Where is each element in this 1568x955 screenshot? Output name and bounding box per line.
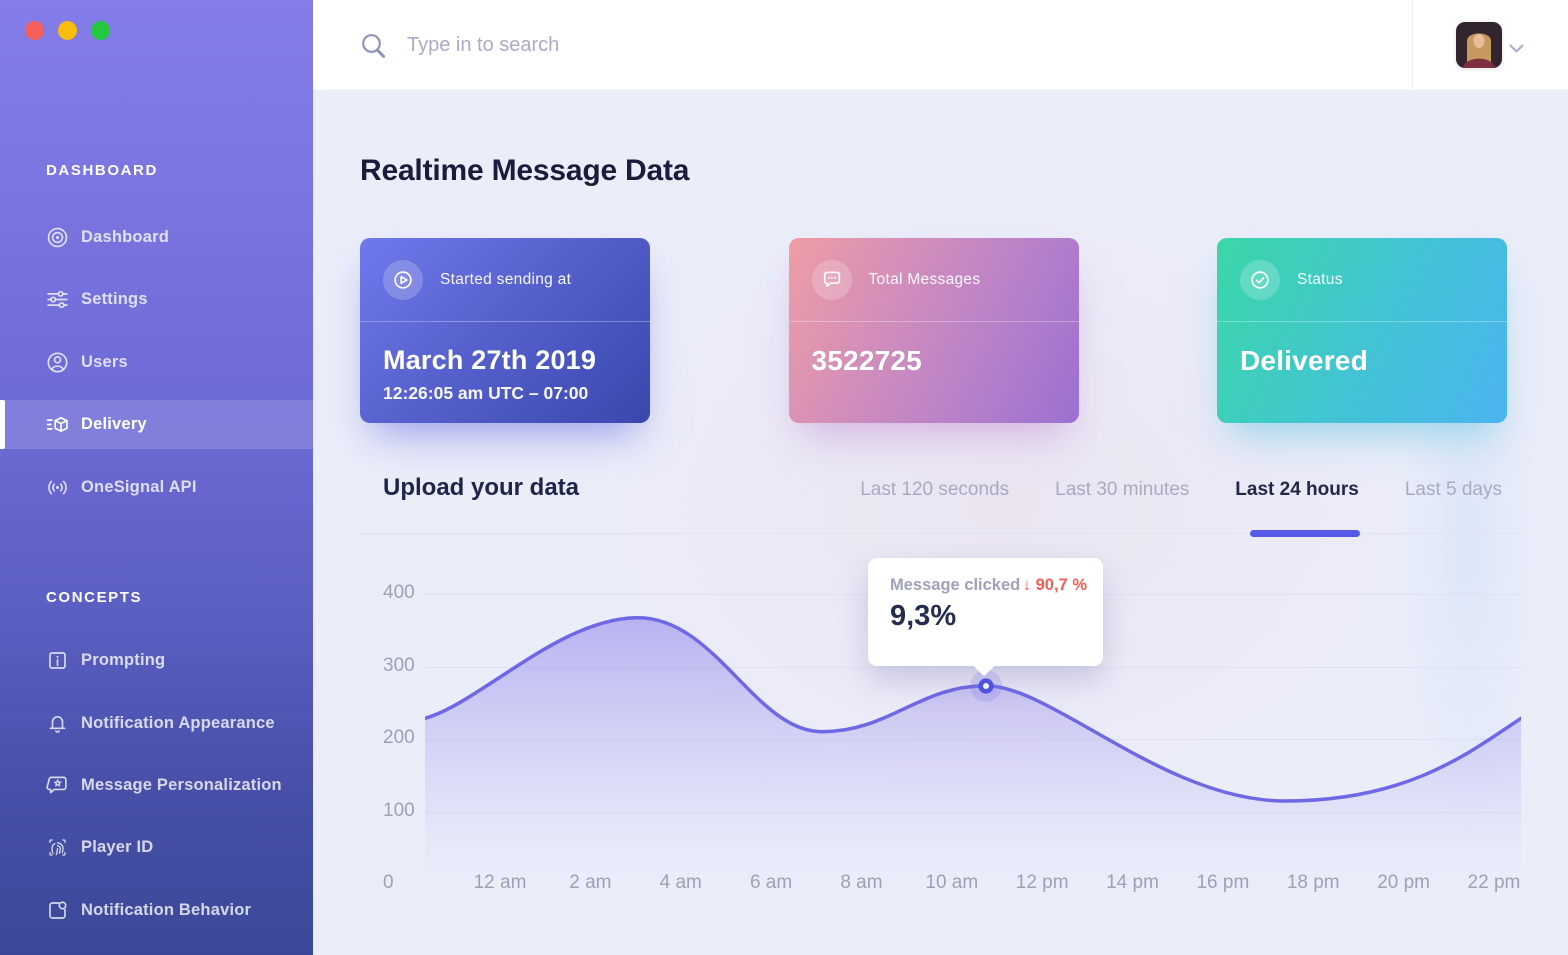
sidebar-item-dashboard[interactable]: Dashboard: [0, 212, 313, 262]
search-icon: [358, 30, 390, 67]
data-point-marker[interactable]: [970, 670, 1002, 702]
section-title: Upload your data: [383, 474, 580, 501]
minimize-window-button[interactable]: [58, 21, 77, 40]
close-window-button[interactable]: [25, 21, 44, 40]
time-range-tabs: Last 120 seconds Last 30 minutes Last 24…: [860, 479, 1502, 501]
tab-last-30-minutes[interactable]: Last 30 minutes: [1055, 479, 1190, 500]
settings-sliders-icon: [44, 286, 70, 312]
sidebar-item-notification-behavior[interactable]: Notification Behavior: [0, 885, 313, 935]
card-label: Started sending at: [440, 270, 572, 288]
card-value: 3522725: [811, 345, 922, 376]
package-list-icon: [44, 412, 70, 438]
page-title: Realtime Message Data: [360, 154, 690, 187]
info-square-icon: [44, 647, 70, 673]
sidebar-section-concepts: CONCEPTS: [46, 589, 143, 606]
x-tick: 4 am: [659, 872, 702, 893]
sidebar-item-delivery[interactable]: Delivery: [0, 400, 313, 449]
y-tick-300: 300: [383, 655, 415, 676]
card-label: Total Messages: [868, 270, 981, 288]
sidebar-item-onesignal-api[interactable]: OneSignal API: [0, 462, 313, 512]
x-tick: 20 pm: [1377, 872, 1430, 893]
maximize-window-button[interactable]: [91, 21, 110, 40]
stat-cards: Started sending at March 27th 2019 12:26…: [360, 238, 1507, 423]
x-tick: 12 am: [473, 872, 527, 893]
sidebar-item-settings[interactable]: Settings: [0, 274, 313, 324]
x-tick: 8 am: [840, 872, 883, 893]
main-content: Realtime Message Data Started sending at…: [313, 91, 1568, 955]
card-value: Delivered: [1240, 345, 1368, 376]
chart-tooltip: Message clicked ↓ 90,7 % 9,3%: [868, 558, 1103, 666]
play-circle-icon: [383, 259, 423, 300]
check-circle-icon: [1240, 259, 1280, 300]
sidebar-item-notification-appearance[interactable]: Notification Appearance: [0, 698, 313, 748]
y-tick-100: 100: [383, 800, 415, 821]
header-divider: [1412, 0, 1413, 91]
sidebar-section-dashboard: DASHBOARD: [46, 162, 158, 179]
card-value: March 27th 2019: [383, 345, 597, 375]
tooltip-label: Message clicked: [890, 576, 1021, 594]
tooltip-value: 9,3%: [890, 600, 957, 632]
tabs-divider: [360, 533, 1521, 534]
chevron-down-icon[interactable]: [1509, 41, 1524, 59]
sidebar-item-message-personalization[interactable]: Message Personalization: [0, 760, 313, 810]
y-tick-0: 0: [383, 872, 394, 893]
y-tick-200: 200: [383, 727, 415, 748]
y-tick-400: 400: [383, 582, 415, 603]
card-status: Status Delivered: [1217, 238, 1507, 423]
tab-last-5-days[interactable]: Last 5 days: [1404, 479, 1502, 500]
x-tick: 16 pm: [1196, 872, 1250, 893]
active-tab-indicator: [1250, 530, 1360, 537]
area-chart: [425, 615, 1521, 885]
tab-last-120-seconds[interactable]: Last 120 seconds: [860, 479, 1010, 500]
x-tick: 18 pm: [1286, 872, 1340, 893]
fingerprint-icon: [44, 834, 70, 860]
area-fill: [425, 617, 1521, 885]
tooltip-delta: ↓ 90,7 %: [1022, 576, 1087, 594]
search-input[interactable]: [407, 26, 967, 64]
sidebar-item-player-id[interactable]: Player ID: [0, 822, 313, 872]
sidebar-item-prompting[interactable]: Prompting: [0, 635, 313, 685]
x-tick: 6 am: [749, 872, 793, 893]
dashboard-icon: [44, 224, 70, 250]
app-badge-icon: [44, 897, 70, 923]
x-tick: 2 am: [569, 872, 612, 893]
tab-last-24-hours[interactable]: Last 24 hours: [1235, 479, 1359, 500]
x-tick: 10 am: [925, 872, 979, 893]
user-circle-icon: [44, 349, 70, 375]
gridline-300: [425, 667, 1521, 668]
sidebar-item-users[interactable]: Users: [0, 337, 313, 387]
window-controls: [25, 21, 110, 40]
card-total-messages: Total Messages 3522725: [788, 238, 1079, 423]
card-subvalue: 12:26:05 am UTC – 07:00: [383, 383, 589, 403]
user-avatar[interactable]: [1456, 22, 1502, 68]
card-label: Status: [1297, 270, 1343, 288]
bell-icon: [44, 710, 70, 736]
broadcast-icon: [44, 474, 70, 500]
x-tick: 14 pm: [1106, 872, 1159, 893]
top-bar: [313, 0, 1568, 91]
sidebar: DASHBOARD Dashboard Settings Users: [0, 0, 313, 955]
chat-dots-icon: [811, 259, 852, 300]
x-tick: 22 pm: [1467, 872, 1521, 893]
card-started-sending: Started sending at March 27th 2019 12:26…: [360, 238, 650, 423]
message-star-icon: [44, 772, 70, 798]
trend-line: [425, 615, 1521, 803]
active-item-indicator: [0, 400, 5, 449]
x-tick: 12 pm: [1015, 872, 1069, 893]
x-axis-labels: 12 am 2 am 4 am 6 am 8 am 10 am 12 pm 14…: [460, 872, 1534, 894]
